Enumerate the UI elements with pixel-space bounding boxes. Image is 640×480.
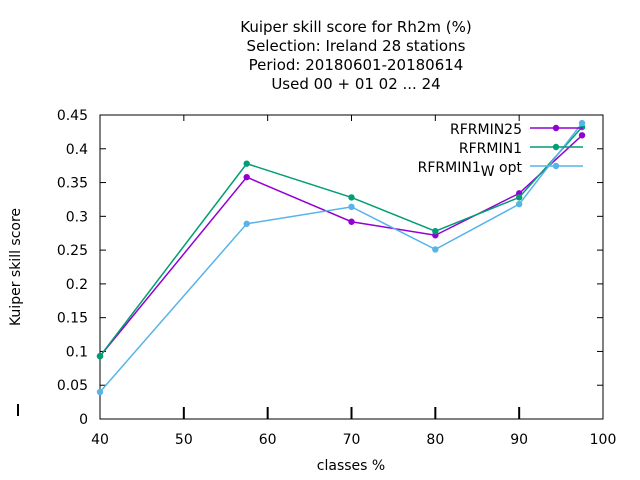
series-rfrmin1w-opt	[96, 119, 586, 396]
chart-title: Kuiper skill score for Rh2m (%) Selectio…	[240, 18, 472, 93]
x-tick-label: 40	[91, 432, 109, 448]
y-tick-label: 0.2	[66, 277, 88, 293]
plot-frame	[99, 114, 604, 420]
data-point-rfrmin1	[515, 194, 523, 201]
title-line-1: Kuiper skill score for Rh2m (%)	[240, 18, 472, 36]
x-tick-label: 60	[259, 432, 277, 448]
legend-label-rfrmin1-w-opt-subscript: W	[481, 164, 495, 180]
series-rfrmin1	[96, 123, 586, 360]
series-line-rfrmin1w-opt	[99, 122, 583, 393]
data-point-rfrmin1w-opt	[515, 200, 523, 208]
x-axis: 40 50 60 70 80 90 100	[91, 115, 616, 448]
y-axis: 0 0.05 0.1 0.15 0.2 0.25 0.3 0.35 0.4 0.45	[57, 108, 603, 428]
data-point-rfrmin25	[243, 173, 250, 181]
data-point-rfrmin1w-opt	[96, 388, 104, 396]
y-tick-label: 0.45	[57, 108, 88, 124]
x-tick-label: 70	[343, 432, 361, 448]
data-point-rfrmin1	[432, 227, 439, 235]
y-tick-label: 0.15	[57, 311, 88, 327]
data-point-rfrmin1	[96, 352, 104, 360]
y-tick-label: 0.35	[57, 176, 88, 192]
data-point-rfrmin1w-opt	[432, 246, 439, 253]
x-tick-label: 90	[510, 432, 528, 448]
legend-label-rfrmin1-w-opt: RFRMIN1W opt	[418, 160, 523, 180]
data-point-rfrmin1	[348, 194, 355, 201]
y-tick-label: 0	[79, 412, 88, 428]
legend-marker	[552, 143, 560, 151]
x-tick-label: 80	[426, 432, 444, 448]
legend-label-rfrmin1: RFRMIN1	[459, 141, 522, 157]
data-point-rfrmin25	[578, 132, 586, 139]
legend: RFRMIN25 RFRMIN1 RFRMIN1W opt	[418, 122, 583, 180]
x-tick-label: 100	[590, 432, 617, 448]
y-tick-label: 0.4	[66, 142, 88, 158]
y-axis-label: Kuiper skill score	[8, 208, 24, 326]
x-axis-label: classes %	[317, 458, 385, 474]
legend-label-rfrmin25: RFRMIN25	[450, 122, 522, 138]
data-point-rfrmin1w-opt	[578, 119, 586, 127]
legend-label-rfrmin1-w-opt-base: RFRMIN1	[418, 160, 481, 176]
data-point-rfrmin1w-opt	[348, 203, 355, 211]
data-point-rfrmin25	[348, 218, 355, 225]
data-point-rfrmin1	[243, 160, 250, 167]
y-tick-label: 0.05	[57, 378, 88, 394]
y-tick-label: 0.3	[66, 209, 88, 225]
data-point-rfrmin1w-opt	[243, 220, 250, 227]
legend-marker	[552, 124, 560, 132]
legend-marker	[552, 162, 560, 170]
series-line-rfrmin1	[99, 126, 583, 357]
series-layer	[96, 119, 586, 396]
title-line-4: Used 00 + 01 02 ... 24	[271, 75, 440, 93]
legend-label-rfrmin1-w-opt-suffix: opt	[495, 160, 523, 176]
x-tick-label: 50	[175, 432, 193, 448]
title-line-2: Selection: Ireland 28 stations	[247, 37, 466, 55]
y-tick-label: 0.1	[66, 344, 88, 360]
title-line-3: Period: 20180601-20180614	[249, 56, 464, 74]
y-tick-label: 0.25	[57, 243, 88, 259]
